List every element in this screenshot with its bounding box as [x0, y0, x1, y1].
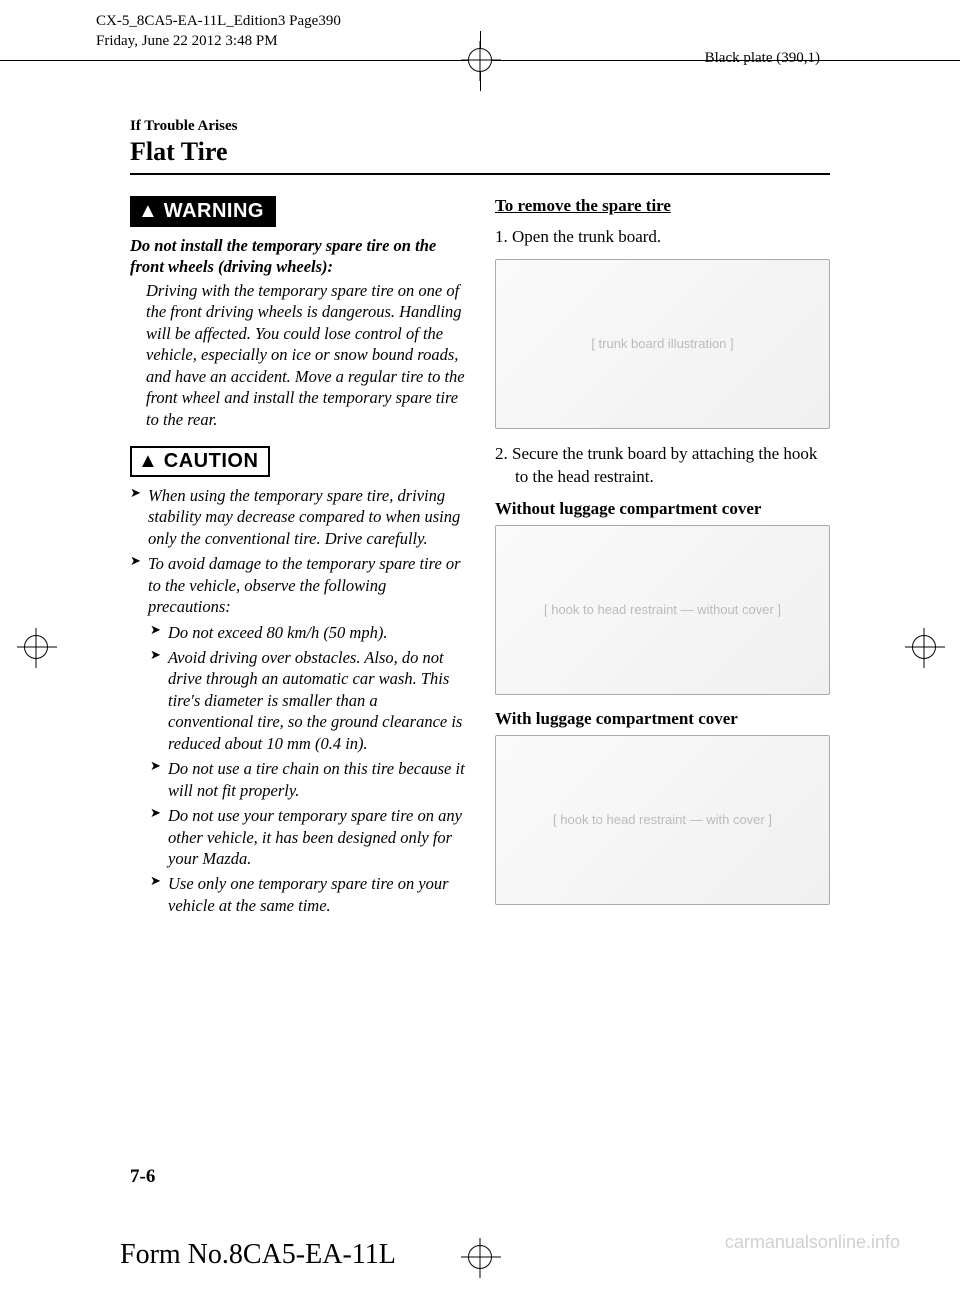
caution-badge: ▲ CAUTION [130, 446, 270, 477]
caution-sublist: Do not exceed 80 km/h (50 mph). Avoid dr… [148, 622, 465, 917]
doc-id-line1: CX-5_8CA5-EA-11L_Edition3 Page390 [96, 12, 341, 32]
left-column: ▲ WARNING Do not install the temporary s… [130, 196, 465, 1163]
crop-target-bottom [468, 1245, 492, 1269]
caution-sub-4: Do not use your temporary spare tire on … [168, 805, 465, 869]
caution-sub-1: Do not exceed 80 km/h (50 mph). [168, 622, 465, 643]
warning-label: WARNING [164, 200, 264, 223]
header-plate: Black plate (390,1) [705, 50, 820, 67]
right-heading: To remove the spare tire [495, 196, 830, 216]
section-header: If Trouble Arises Flat Tire [130, 118, 830, 175]
warning-body: Driving with the temporary spare tire on… [130, 280, 465, 430]
figure-1: [ trunk board illustration ] [495, 259, 830, 429]
doc-id-line2: Friday, June 22 2012 3:48 PM [96, 32, 341, 52]
watermark: carmanualsonline.info [725, 1232, 900, 1253]
caution-list: When using the temporary spare tire, dri… [130, 485, 465, 916]
caution-item-2-text: To avoid damage to the temporary spare t… [148, 554, 461, 616]
crop-target-left [24, 635, 48, 659]
caution-sub-3: Do not use a tire chain on this tire bec… [168, 758, 465, 801]
section-title: Flat Tire [130, 137, 830, 167]
form-number: Form No.8CA5-EA-11L [120, 1239, 396, 1271]
header-left: CX-5_8CA5-EA-11L_Edition3 Page390 Friday… [96, 12, 341, 51]
section-sub: If Trouble Arises [130, 118, 830, 135]
figure-3: [ hook to head restraint — with cover ] [495, 735, 830, 905]
body-area: ▲ WARNING Do not install the temporary s… [130, 196, 830, 1163]
caution-sub-2: Avoid driving over obstacles. Also, do n… [168, 647, 465, 754]
section-rule [130, 173, 830, 175]
figure-2: [ hook to head restraint — without cover… [495, 525, 830, 695]
warning-bold: Do not install the temporary spare tire … [130, 235, 465, 278]
caution-item-1: When using the temporary spare tire, dri… [148, 485, 465, 549]
right-column: To remove the spare tire 1. Open the tru… [495, 196, 830, 1163]
step-1: 1. Open the trunk board. [495, 226, 830, 249]
warning-badge: ▲ WARNING [130, 196, 276, 227]
caution-icon: ▲ [138, 450, 158, 473]
caution-sub-5: Use only one temporary spare tire on you… [168, 873, 465, 916]
crop-target-top [468, 48, 492, 72]
without-cover-label: Without luggage compartment cover [495, 499, 830, 519]
caution-item-2: To avoid damage to the temporary spare t… [148, 553, 465, 916]
crop-target-right [912, 635, 936, 659]
step-2: 2. Secure the trunk board by attaching t… [495, 443, 830, 489]
caution-label: CAUTION [164, 450, 259, 473]
with-cover-label: With luggage compartment cover [495, 709, 830, 729]
warning-icon: ▲ [138, 200, 158, 223]
page-number: 7-6 [130, 1166, 155, 1188]
